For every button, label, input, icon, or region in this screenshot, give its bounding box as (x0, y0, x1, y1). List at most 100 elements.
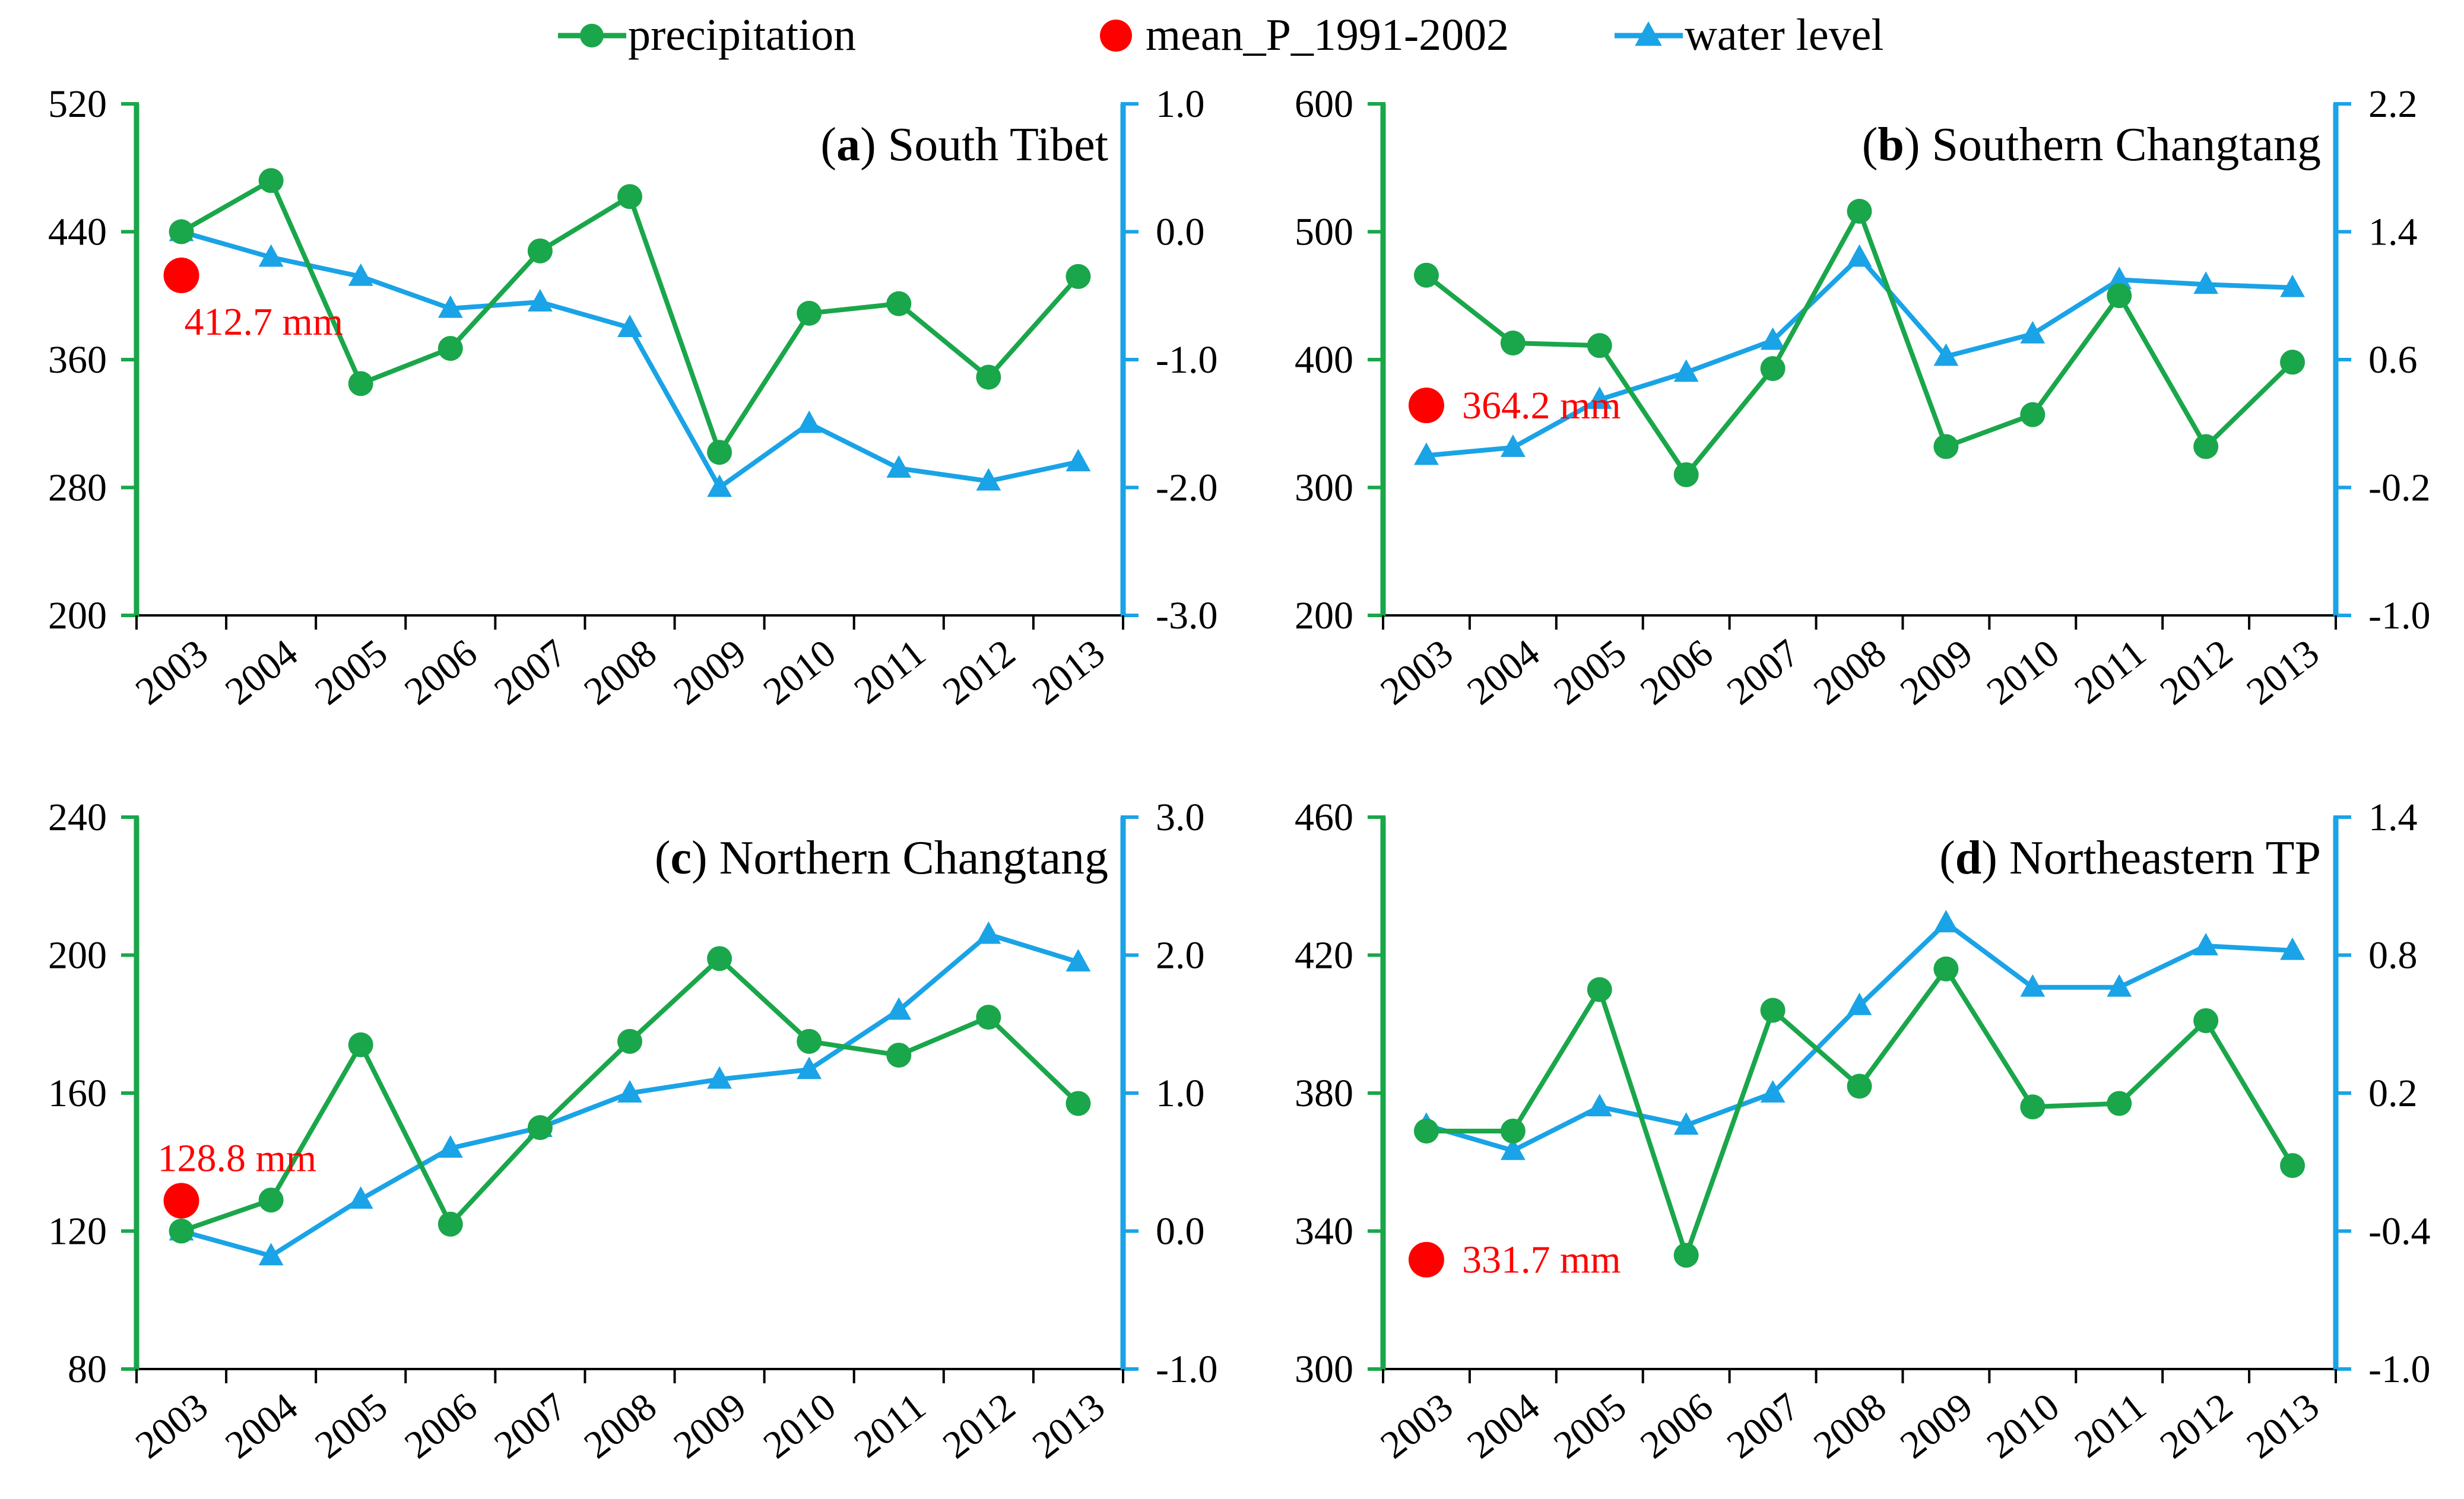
right-tick-label: -1.0 (2368, 1348, 2430, 1391)
precipitation-point (976, 364, 1001, 390)
water-level-point (1673, 359, 1699, 382)
precipitation-point (1413, 1118, 1439, 1144)
left-tick-label: 360 (48, 338, 107, 382)
water-level-point (1673, 1112, 1699, 1135)
precipitation-point (707, 440, 732, 465)
legend-item-water-level: water level (1615, 10, 1883, 60)
precipitation-point (2107, 283, 2132, 309)
precipitation-point (258, 168, 284, 193)
legend-water-level-marker (1635, 21, 1662, 46)
x-tick-label: 2003 (128, 631, 216, 713)
panel-letter: b (1878, 119, 1904, 171)
mean-label: 412.7 mm (185, 300, 344, 344)
water-level-point (437, 295, 463, 318)
x-tick-label: 2007 (1719, 1384, 1807, 1467)
x-tick-label: 2009 (666, 631, 754, 713)
water-level-point (886, 997, 912, 1020)
water-level-point (1760, 327, 1786, 350)
left-tick-label: 240 (48, 796, 107, 839)
x-tick-label: 2011 (846, 1384, 934, 1466)
x-tick-label: 2012 (935, 1384, 1023, 1467)
x-tick-label: 2009 (1892, 1384, 1981, 1467)
precipitation-point (2193, 1008, 2219, 1033)
precipitation-point (2280, 350, 2306, 375)
panel-title: (c) Northern Changtang (655, 832, 1108, 884)
x-tick-label: 2003 (128, 1384, 216, 1467)
precipitation-point (617, 1028, 642, 1054)
x-tick-label: 2007 (1719, 631, 1807, 713)
precipitation-point (1933, 956, 1959, 982)
panel-letter-close: ) (860, 119, 888, 171)
water-level-point (617, 315, 642, 337)
x-tick-label: 2004 (1459, 631, 1547, 713)
precipitation-point (2020, 402, 2046, 427)
precipitation-point (1760, 356, 1786, 382)
precipitation-point (1587, 333, 1612, 358)
x-tick-label: 2008 (576, 1384, 665, 1467)
precipitation-point (1065, 1091, 1091, 1116)
precipitation-point (886, 1043, 912, 1068)
right-tick-label: 3.0 (1156, 796, 1205, 839)
x-tick-label: 2006 (397, 631, 485, 713)
right-tick-label: 0.6 (2368, 338, 2418, 382)
x-tick-label: 2009 (1892, 631, 1981, 713)
water-level-point (886, 455, 912, 478)
precipitation-point (1673, 1243, 1699, 1268)
water-level-point (1065, 449, 1091, 472)
water-level-point (258, 244, 284, 267)
panel-letter-open: ( (655, 832, 671, 884)
left-tick-label: 520 (48, 82, 107, 126)
panel-title-text: Northeastern TP (2009, 832, 2321, 884)
precipitation-point (169, 219, 194, 244)
left-tick-label: 200 (48, 934, 107, 977)
panel-title-text: South Tibet (888, 119, 1108, 171)
precipitation-point (1847, 199, 1872, 224)
right-tick-label: -1.0 (2368, 594, 2430, 637)
precipitation-point (2107, 1091, 2132, 1116)
panel-letter-open: ( (1862, 119, 1878, 171)
right-tick-label: -2.0 (1156, 466, 1217, 510)
panel-letter: a (836, 119, 860, 171)
panel-letter-close: ) (1981, 832, 2009, 884)
x-tick-label: 2006 (1632, 631, 1721, 713)
x-tick-label: 2013 (1025, 631, 1113, 713)
panel-d: 300 340 380 420 460 -1.0 -0.4 0.2 0.8 1.4 20032004… (1295, 796, 2430, 1467)
precipitation-point (348, 1032, 373, 1057)
x-tick-label: 2006 (397, 1384, 485, 1467)
water-level-point (1065, 949, 1091, 971)
precipitation-point (437, 336, 463, 361)
panel-b: 200 300 400 500 600 -1.0 -0.2 0.6 1.4 2.2 20032004… (1295, 82, 2430, 713)
right-tick-label: 2.0 (1156, 934, 1205, 977)
right-tick-label: -3.0 (1156, 594, 1217, 637)
panel-letter-close: ) (1904, 119, 1932, 171)
precipitation-point (1933, 434, 1959, 459)
precipitation-point (707, 946, 732, 971)
left-tick-label: 300 (1295, 1348, 1353, 1391)
precipitation-point (1587, 977, 1612, 1002)
precipitation-point (1500, 1118, 1526, 1144)
legend-label: precipitation (628, 10, 856, 60)
x-tick-label: 2011 (2067, 1384, 2154, 1466)
water-level-point (2107, 974, 2132, 997)
right-tick-label: 0.0 (1156, 1210, 1205, 1253)
x-tick-label: 2004 (1459, 1384, 1547, 1467)
x-tick-label: 2005 (1546, 1384, 1634, 1467)
water-level-point (2107, 266, 2132, 290)
legend-item-precipitation: precipitation (558, 10, 856, 60)
water-level-point (528, 289, 553, 312)
right-tick-label: 0.2 (2368, 1072, 2418, 1115)
mean-marker (1408, 388, 1444, 424)
precipitation-point (1065, 263, 1091, 289)
water-level-point (797, 1056, 822, 1079)
right-tick-label: -0.4 (2368, 1210, 2430, 1253)
left-tick-label: 400 (1295, 338, 1353, 382)
panel-title-text: Northern Changtang (719, 832, 1108, 884)
water-level-point (2020, 320, 2046, 344)
legend: precipitation mean_P_1991-2002 water level (558, 10, 1883, 60)
left-tick-label: 160 (48, 1072, 107, 1115)
water-level-point (1847, 992, 1872, 1015)
mean-label: 331.7 mm (1462, 1238, 1621, 1282)
